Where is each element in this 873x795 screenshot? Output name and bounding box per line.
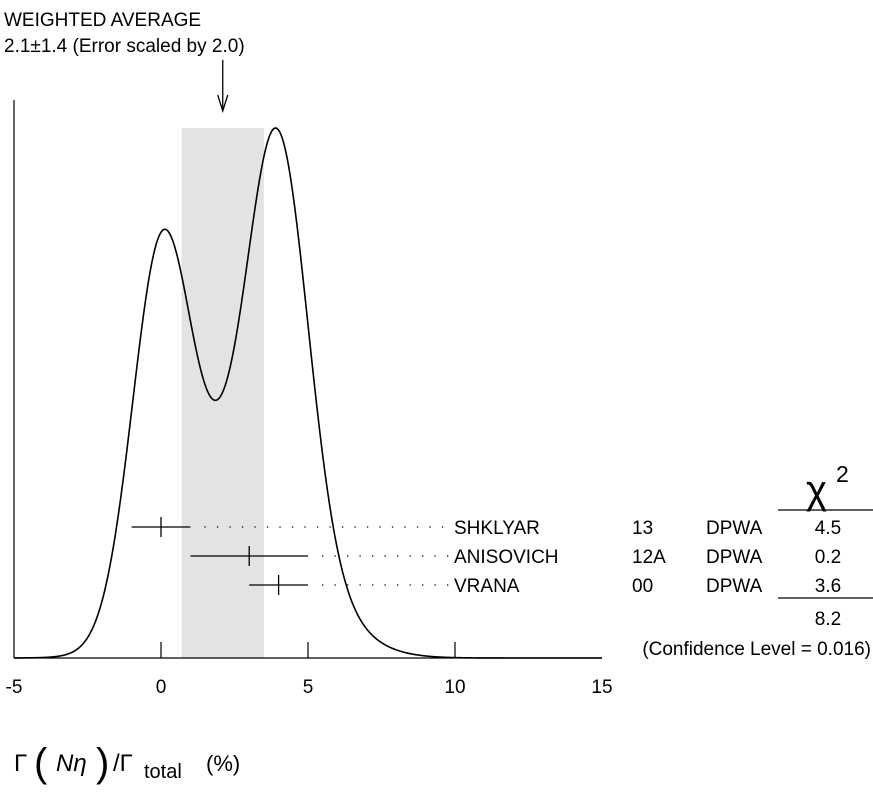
x-tick-label: 5	[303, 677, 314, 698]
measurement-technique: DPWA	[706, 518, 763, 539]
chi2-superscript: 2	[836, 461, 849, 487]
x-label-open-paren: (	[34, 741, 48, 785]
confidence-level: (Confidence Level = 0.016)	[642, 639, 871, 660]
measurement-row: SHKLYAR 13 DPWA 4.5	[131, 517, 841, 539]
x-label-slash: /Γ	[113, 750, 133, 777]
measurement-chi2: 3.6	[815, 576, 841, 597]
average-arrow-icon	[217, 60, 229, 114]
x-axis-label: Γ ( Nη ) /Γ total (%)	[14, 741, 240, 785]
x-label-subscript: total	[144, 761, 182, 783]
x-tick-label: 15	[591, 677, 612, 698]
chi2-total: 8.2	[815, 609, 841, 630]
measurement-row: VRANA 00 DPWA 3.6	[249, 575, 841, 597]
x-label-particles: Nη	[56, 750, 87, 777]
measurement-author: VRANA	[454, 576, 520, 597]
measurement-chi2: 4.5	[815, 518, 841, 539]
x-label-gamma: Γ	[14, 750, 27, 777]
measurement-chi2: 0.2	[815, 547, 841, 568]
measurement-list: SHKLYAR 13 DPWA 4.5 ANISOVICH 12A DPWA 0.2 VRANA…	[131, 517, 841, 597]
chart-title: WEIGHTED AVERAGE	[4, 10, 201, 31]
measurement-year: 00	[632, 576, 653, 597]
measurement-row: ANISOVICH 12A DPWA 0.2	[190, 546, 841, 568]
x-label-close-paren: )	[96, 741, 109, 785]
x-tick-label: 0	[156, 677, 167, 698]
x-axis-ticks: -5 0 5 10 15	[6, 642, 613, 698]
chart-subtitle: 2.1±1.4 (Error scaled by 2.0)	[4, 36, 245, 57]
x-label-unit: (%)	[206, 751, 240, 776]
measurement-author: SHKLYAR	[454, 518, 540, 539]
x-tick-label: -5	[6, 677, 23, 698]
measurement-year: 13	[632, 518, 653, 539]
measurement-technique: DPWA	[706, 576, 763, 597]
measurement-year: 12A	[632, 547, 666, 568]
measurement-technique: DPWA	[706, 547, 763, 568]
x-tick-label: 10	[444, 677, 465, 698]
chi2-symbol: χ	[806, 468, 827, 512]
measurement-author: ANISOVICH	[454, 547, 559, 568]
